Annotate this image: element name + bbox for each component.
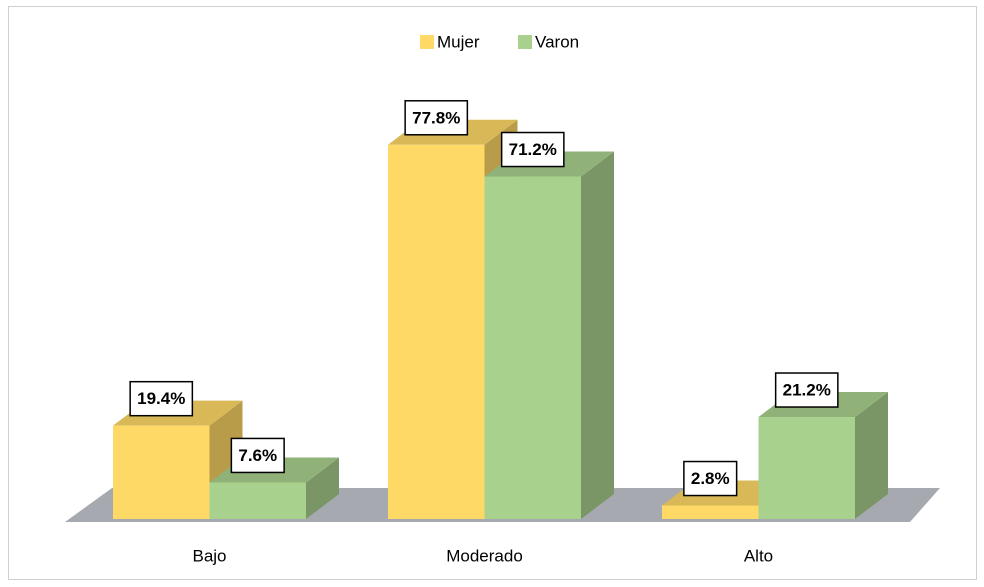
value-label: 2.8% <box>691 469 730 488</box>
bar <box>662 505 759 519</box>
value-label-box <box>230 437 285 474</box>
bar-side <box>581 151 614 519</box>
legend-label: Varon <box>535 32 579 51</box>
value-label: 71.2% <box>509 140 557 159</box>
value-label: 77.8% <box>412 108 460 127</box>
bar <box>758 417 855 519</box>
legend-swatch <box>420 35 434 49</box>
value-label-box <box>500 131 565 168</box>
bar <box>484 176 581 519</box>
bar-side <box>855 392 888 519</box>
x-tick-label: Alto <box>744 546 773 565</box>
x-tick-label: Moderado <box>446 546 523 565</box>
legend-swatch <box>518 35 532 49</box>
value-label-box <box>774 372 839 408</box>
value-label: 21.2% <box>783 381 831 400</box>
bar-side <box>306 457 339 519</box>
value-label-box <box>683 460 738 497</box>
value-label: 19.4% <box>137 389 185 408</box>
bar <box>113 425 210 519</box>
bar <box>209 482 306 519</box>
x-tick-label: Bajo <box>192 546 226 565</box>
value-label: 7.6% <box>238 446 277 465</box>
value-label-box <box>404 100 469 136</box>
bar <box>388 144 485 520</box>
legend-label: Mujer <box>437 32 480 51</box>
value-label-box <box>129 380 194 417</box>
